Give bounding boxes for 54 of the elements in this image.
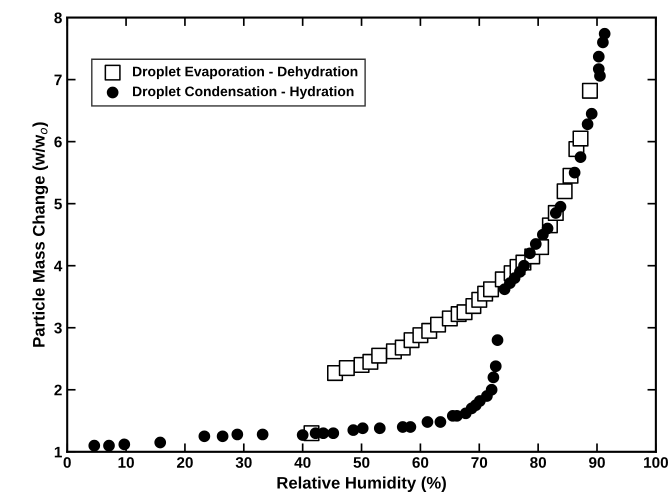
point bbox=[374, 422, 386, 434]
x-tick-label: 0 bbox=[64, 457, 71, 468]
x-tick-label: 90 bbox=[589, 457, 605, 468]
point bbox=[422, 416, 434, 428]
point bbox=[216, 430, 228, 442]
point bbox=[592, 50, 605, 62]
y-tick-label: 1 bbox=[54, 446, 62, 458]
y-tick-label: 7 bbox=[54, 74, 62, 86]
y-axis-title: Particle Mass Change (w/w$_{o}$) bbox=[32, 122, 48, 347]
point bbox=[256, 428, 268, 440]
x-axis-title: Relative Humidity (%) bbox=[277, 476, 446, 492]
x-tick-label: 70 bbox=[471, 457, 488, 468]
point bbox=[586, 108, 598, 120]
x-tick-label: 100 bbox=[644, 457, 668, 468]
point bbox=[371, 348, 388, 364]
point bbox=[327, 427, 340, 440]
point bbox=[296, 429, 309, 441]
point bbox=[154, 436, 166, 448]
point bbox=[490, 360, 502, 372]
point bbox=[198, 430, 210, 442]
x-tick-label: 10 bbox=[118, 457, 134, 468]
x-tick-label: 80 bbox=[530, 457, 546, 468]
point bbox=[574, 151, 586, 163]
point bbox=[103, 440, 115, 452]
point bbox=[556, 183, 573, 200]
point bbox=[88, 440, 100, 452]
point bbox=[118, 438, 130, 450]
x-tick-label: 20 bbox=[176, 457, 193, 468]
legend-label: Droplet Condensation - Hydration bbox=[133, 86, 354, 100]
point bbox=[486, 384, 498, 396]
y-tick-label: 5 bbox=[54, 198, 62, 210]
x-tick-label: 40 bbox=[294, 457, 311, 468]
x-tick-label: 30 bbox=[236, 457, 252, 468]
y-tick-label: 2 bbox=[54, 384, 62, 396]
point bbox=[231, 428, 244, 440]
legend-label: Droplet Evaporation - Dehydration bbox=[133, 66, 358, 80]
point bbox=[582, 82, 598, 99]
y-tick-label: 8 bbox=[54, 12, 62, 24]
x-tick-label: 50 bbox=[354, 457, 370, 468]
y-tick-label: 4 bbox=[54, 260, 62, 272]
point bbox=[492, 334, 504, 346]
y-tick-label: 6 bbox=[54, 136, 62, 148]
point bbox=[488, 372, 500, 384]
point bbox=[572, 130, 589, 147]
x-tick-label: 60 bbox=[412, 457, 428, 468]
point bbox=[338, 360, 355, 376]
point bbox=[347, 424, 360, 436]
y-tick-label: 3 bbox=[54, 322, 62, 334]
point bbox=[582, 118, 594, 130]
point bbox=[482, 281, 500, 298]
point bbox=[434, 416, 446, 428]
point bbox=[356, 422, 369, 434]
point bbox=[598, 28, 610, 40]
point bbox=[592, 63, 605, 75]
